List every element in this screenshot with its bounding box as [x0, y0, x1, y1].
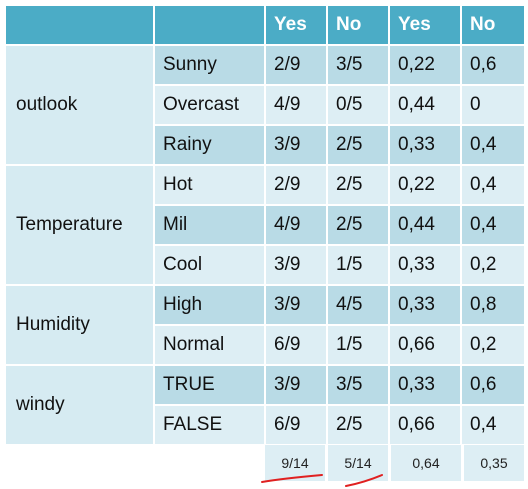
table-row: Normal 6/9 1/5 0,66 0,2: [5, 324, 526, 366]
no-probability-cell: 0,4: [460, 124, 526, 166]
no-fraction-cell: 3/5: [326, 364, 390, 406]
value-cell: Cool: [153, 244, 266, 286]
yes-fraction-cell: 3/9: [264, 364, 328, 406]
yes-probability-cell: 0,22: [388, 44, 462, 86]
header-cell-yes-count: Yes: [264, 4, 328, 46]
yes-probability-cell: 0,44: [388, 204, 462, 246]
value-cell: Rainy: [153, 124, 266, 166]
header-cell-no-prob: No: [460, 4, 526, 46]
value-cell: Hot: [153, 164, 266, 206]
yes-probability-cell: 0,66: [388, 404, 462, 446]
header-cell-feature: [4, 4, 155, 46]
total-yes-fraction: 9/14: [265, 445, 325, 481]
totals-row: 9/14 5/14 0,64 0,35: [4, 445, 524, 481]
table-row: Overcast 4/9 0/5 0,44 0: [5, 84, 526, 126]
yes-probability-cell: 0,66: [388, 324, 462, 366]
no-fraction-cell: 2/5: [326, 204, 390, 246]
no-probability-cell: 0,4: [460, 404, 526, 446]
no-probability-cell: 0: [460, 84, 526, 126]
group-label-outlook: outlook: [4, 44, 155, 166]
group-label-humidity: Humidity: [4, 284, 155, 366]
total-yes-probability: 0,64: [391, 445, 461, 481]
no-probability-cell: 0,4: [460, 204, 526, 246]
yes-fraction-cell: 3/9: [264, 244, 328, 286]
yes-fraction-cell: 4/9: [264, 204, 328, 246]
probability-table: Yes No Yes No outlook Sunny 2/9 3/5 0,22…: [4, 4, 526, 446]
header-cell-no-count: No: [326, 4, 390, 46]
yes-probability-cell: 0,44: [388, 84, 462, 126]
no-fraction-cell: 4/5: [326, 284, 390, 326]
no-fraction-cell: 2/5: [326, 404, 390, 446]
yes-probability-cell: 0,33: [388, 124, 462, 166]
yes-fraction-cell: 6/9: [264, 404, 328, 446]
yes-probability-cell: 0,33: [388, 364, 462, 406]
yes-probability-cell: 0,33: [388, 244, 462, 286]
table-row: Cool 3/9 1/5 0,33 0,2: [5, 244, 526, 286]
yes-fraction-cell: 3/9: [264, 284, 328, 326]
value-cell: Mil: [153, 204, 266, 246]
table-row: windy TRUE 3/9 3/5 0,33 0,6: [4, 364, 526, 446]
table-row: Humidity High 3/9 4/5 0,33 0,8: [4, 284, 526, 366]
table-row: Temperature Hot 2/9 2/5 0,22 0,4: [4, 164, 526, 286]
no-probability-cell: 0,8: [460, 284, 526, 326]
yes-fraction-cell: 6/9: [264, 324, 328, 366]
no-fraction-cell: 2/5: [326, 164, 390, 206]
no-probability-cell: 0,6: [460, 44, 526, 86]
table-row: outlook Sunny 2/9 3/5 0,22 0,6: [4, 44, 526, 166]
yes-fraction-cell: 3/9: [264, 124, 328, 166]
header-cell-yes-prob: Yes: [388, 4, 462, 46]
value-cell: FALSE: [153, 404, 266, 446]
no-probability-cell: 0,2: [460, 324, 526, 366]
no-fraction-cell: 3/5: [326, 44, 390, 86]
table-row: Mil 4/9 2/5 0,44 0,4: [5, 204, 526, 246]
value-cell: Overcast: [153, 84, 266, 126]
table-row: Rainy 3/9 2/5 0,33 0,4: [5, 124, 526, 166]
group-label-windy: windy: [4, 364, 155, 446]
table-row: FALSE 6/9 2/5 0,66 0,4: [5, 404, 526, 446]
no-fraction-cell: 1/5: [326, 244, 390, 286]
value-cell: TRUE: [153, 364, 266, 406]
no-probability-cell: 0,2: [460, 244, 526, 286]
yes-probability-cell: 0,33: [388, 284, 462, 326]
total-no-fraction: 5/14: [328, 445, 388, 481]
yes-fraction-cell: 2/9: [264, 164, 328, 206]
yes-probability-cell: 0,22: [388, 164, 462, 206]
yes-fraction-cell: 4/9: [264, 84, 328, 126]
no-fraction-cell: 1/5: [326, 324, 390, 366]
yes-fraction-cell: 2/9: [264, 44, 328, 86]
group-label-temperature: Temperature: [4, 164, 155, 286]
value-cell: Sunny: [153, 44, 266, 86]
header-row: Yes No Yes No: [4, 4, 526, 46]
value-cell: Normal: [153, 324, 266, 366]
no-probability-cell: 0,6: [460, 364, 526, 406]
no-probability-cell: 0,4: [460, 164, 526, 206]
header-cell-value: [153, 4, 266, 46]
total-no-probability: 0,35: [464, 445, 524, 481]
no-fraction-cell: 0/5: [326, 84, 390, 126]
value-cell: High: [153, 284, 266, 326]
no-fraction-cell: 2/5: [326, 124, 390, 166]
